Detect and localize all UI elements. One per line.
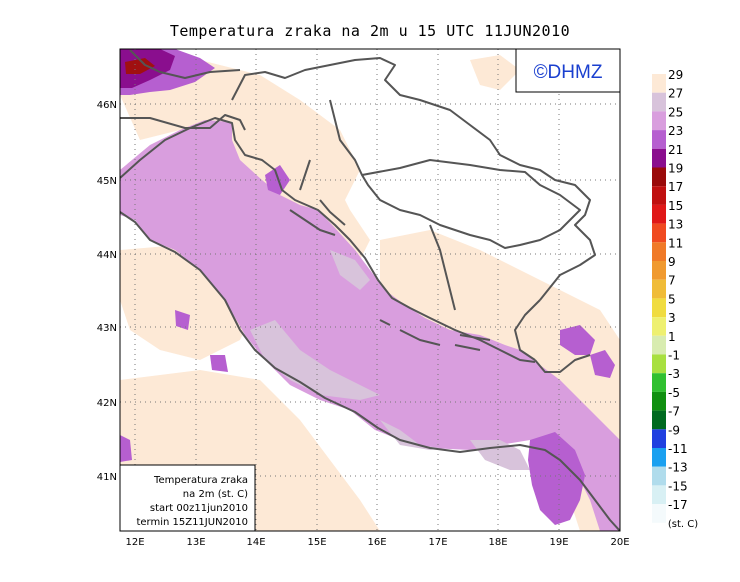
colorbar-label: 7 (668, 274, 676, 288)
colorbar-label: 29 (668, 68, 683, 82)
lon-label-18: 18E (488, 537, 507, 548)
lon-label-17: 17E (428, 537, 447, 548)
info-line-4: termin 15Z11JUN2010 (136, 517, 248, 528)
lat-axis: 46N 45N 44N 43N 42N 41N (97, 100, 117, 483)
temperature-fields (120, 49, 620, 531)
info-line-3: start 00z11jun2010 (150, 503, 248, 514)
info-box: Temperatura zraka na 2m (st. C) start 00… (119, 464, 256, 532)
colorbar-swatch (652, 242, 666, 261)
lat-label-43: 43N (97, 323, 117, 334)
colorbar-swatch (652, 130, 666, 149)
colorbar-swatch (652, 317, 666, 336)
colorbar-swatch (652, 391, 666, 411)
lat-label-46: 46N (97, 100, 117, 111)
colorbar-label: -1 (668, 349, 680, 363)
lon-axis: 12E 13E 14E 15E 16E 17E 18E 19E 20E (125, 537, 629, 548)
colorbar-label: -15 (668, 479, 688, 493)
lat-label-45: 45N (97, 176, 117, 187)
colorbar-swatch (652, 167, 666, 187)
colorbar-label: 17 (668, 180, 683, 194)
field-19-23 (120, 49, 615, 525)
info-line-1: Temperatura zraka (153, 475, 248, 486)
colorbar: 29 27 25 23 21 19 17 15 13 11 9 7 5 3 1 -1 -3 -5 -7 -9 -11 -1… (652, 68, 688, 523)
colorbar-swatch (652, 204, 666, 224)
map-title: Temperatura zraka na 2m u 15 UTC 11JUN20… (169, 22, 571, 40)
colorbar-label: -9 (668, 423, 680, 437)
lon-label-15: 15E (307, 537, 326, 548)
colorbar-label: 25 (668, 105, 683, 119)
lat-label-44: 44N (97, 250, 117, 261)
colorbar-swatch (652, 279, 666, 299)
colorbar-label: 3 (668, 311, 676, 325)
colorbar-label: -13 (668, 461, 688, 475)
field-15-17 (125, 58, 155, 74)
colorbar-swatch (652, 485, 666, 505)
colorbar-swatch (652, 111, 666, 131)
colorbar-swatch (652, 354, 666, 374)
colorbar-swatch (652, 429, 666, 448)
colorbar-label: 9 (668, 255, 676, 269)
colorbar-swatch (652, 466, 666, 486)
colorbar-label: -11 (668, 442, 688, 456)
colorbar-swatch (652, 410, 666, 430)
colorbar-swatch (652, 448, 666, 467)
colorbar-unit: (st. C) (668, 519, 698, 530)
colorbar-label: -3 (668, 367, 680, 381)
coastlines-borders (120, 49, 620, 531)
colorbar-label: 19 (668, 162, 683, 176)
lat-lon-grid (120, 49, 620, 531)
colorbar-label: 23 (668, 124, 683, 138)
lon-label-19: 19E (549, 537, 568, 548)
map-frame (119, 48, 621, 532)
lon-label-12: 12E (125, 537, 144, 548)
colorbar-swatch (652, 298, 666, 318)
colorbar-label: 1 (668, 330, 676, 344)
field-23-25-sea (120, 120, 620, 531)
colorbar-swatch (652, 223, 666, 243)
colorbar-swatch (652, 92, 666, 112)
lon-label-13: 13E (186, 537, 205, 548)
lon-label-20: 20E (610, 537, 629, 548)
field-25-27 (250, 250, 530, 470)
colorbar-label: 13 (668, 218, 683, 232)
copyright-box: ©DHMZ (515, 48, 621, 93)
lon-label-14: 14E (246, 537, 265, 548)
lat-label-41: 41N (97, 472, 117, 483)
colorbar-label: 21 (668, 143, 683, 157)
colorbar-label: 15 (668, 199, 683, 213)
colorbar-swatch (652, 373, 666, 392)
lon-label-16: 16E (367, 537, 386, 548)
colorbar-swatch (652, 186, 666, 205)
colorbar-swatch (652, 504, 666, 523)
colorbar-label: -17 (668, 498, 688, 512)
colorbar-label: 5 (668, 292, 676, 306)
colorbar-swatch (652, 261, 666, 280)
colorbar-swatch (652, 335, 666, 355)
colorbar-label: -5 (668, 386, 680, 400)
colorbar-label: 27 (668, 87, 683, 101)
colorbar-label: -7 (668, 405, 680, 419)
colorbar-swatch (652, 74, 666, 93)
copyright-text: ©DHMZ (534, 62, 603, 83)
lat-label-42: 42N (97, 398, 117, 409)
info-line-2: na 2m (st. C) (183, 489, 248, 500)
colorbar-swatch (652, 148, 666, 168)
colorbar-label: 11 (668, 236, 683, 250)
